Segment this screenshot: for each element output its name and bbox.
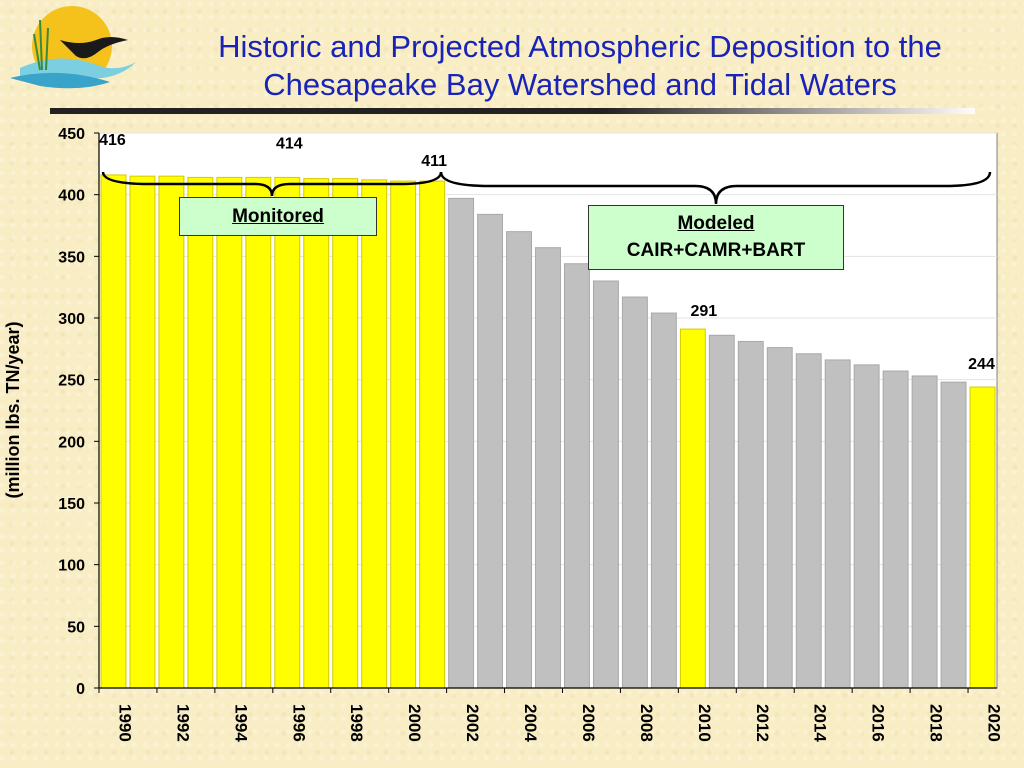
bar-2005 [535,247,561,689]
bar-2018 [911,375,938,689]
data-label-2020: 244 [968,356,995,373]
x-tick-label-2014: 2014 [811,704,830,742]
bar-1996 [274,176,301,689]
y-tick-label: 450 [58,126,85,143]
bar-2002 [448,197,475,689]
bar-2006 [564,263,590,689]
x-tick-label-1996: 1996 [289,704,308,742]
bar-2003 [477,213,504,689]
data-label-1996: 414 [276,135,303,152]
bar-2007 [592,280,619,689]
y-tick-label: 200 [58,434,85,451]
monitored-callout: Monitored [179,197,377,236]
y-tick-label: 250 [58,373,85,390]
y-axis-label: (million lbs. TN/year) [3,321,23,499]
x-tick-label-1990: 1990 [115,704,134,742]
modeled-label: Modeled [677,213,755,234]
bar-2020 [969,386,996,689]
bar-1997 [303,178,330,689]
x-tick-label-1994: 1994 [231,704,250,742]
bar-1999 [361,179,388,689]
x-tick-label-2004: 2004 [521,704,540,742]
modeled-callout: Modeled CAIR+CAMR+BART [588,205,844,270]
monitored-label: Monitored [232,206,324,227]
bar-2016 [853,364,880,689]
x-tick-label-2006: 2006 [579,704,598,742]
bar-2001 [419,180,446,689]
bar-1990 [100,174,127,689]
modeled-scenario: CAIR+CAMR+BART [626,240,806,261]
x-tick-label-2020: 2020 [985,704,1004,742]
x-tick-label-2016: 2016 [869,704,888,742]
x-tick-label-2000: 2000 [405,704,424,742]
y-tick-label: 50 [67,619,85,636]
data-label-2010: 291 [690,303,717,320]
y-tick-label: 350 [58,249,85,266]
bar-2017 [882,370,909,689]
data-label-2001: 411 [421,153,447,170]
bar-1993 [187,176,214,689]
chesapeake-program-logo [10,6,136,89]
bar-2010 [679,328,706,689]
bar-2019 [940,381,967,689]
x-tick-label-2008: 2008 [637,704,656,742]
modeled-bracket [439,171,992,205]
bar-2013 [766,347,793,689]
title-divider [50,108,975,114]
x-tick-label-2010: 2010 [695,704,714,742]
x-tick-label-2018: 2018 [927,704,946,742]
bar-1991 [129,175,156,689]
bar-2014 [795,353,822,689]
title-line-1: Historic and Projected Atmospheric Depos… [218,29,942,64]
data-label-1990: 416 [99,132,126,149]
x-tick-label-1992: 1992 [173,704,192,742]
y-tick-label: 0 [76,681,85,698]
x-tick-label-2012: 2012 [753,704,772,742]
bar-2015 [824,359,851,689]
title-line-2: Chesapeake Bay Watershed and Tidal Water… [263,67,897,102]
bar-1994 [216,176,243,689]
y-tick-label: 400 [58,188,85,205]
page-title: Historic and Projected Atmospheric Depos… [120,28,1024,104]
bar-2009 [650,312,677,689]
bar-1992 [158,175,185,689]
x-tick-label-1998: 1998 [347,704,366,742]
bar-2004 [506,231,532,689]
bar-2000 [390,180,417,689]
bar-2012 [737,340,764,689]
bar-1995 [245,176,272,689]
y-tick-label: 300 [58,311,85,328]
x-tick-label-2002: 2002 [463,704,482,742]
bar-1998 [332,178,359,689]
bar-2011 [708,334,735,689]
y-tick-label: 100 [58,558,85,575]
y-tick-label: 150 [58,496,85,513]
monitored-bracket [101,171,443,197]
bar-2008 [621,296,648,689]
